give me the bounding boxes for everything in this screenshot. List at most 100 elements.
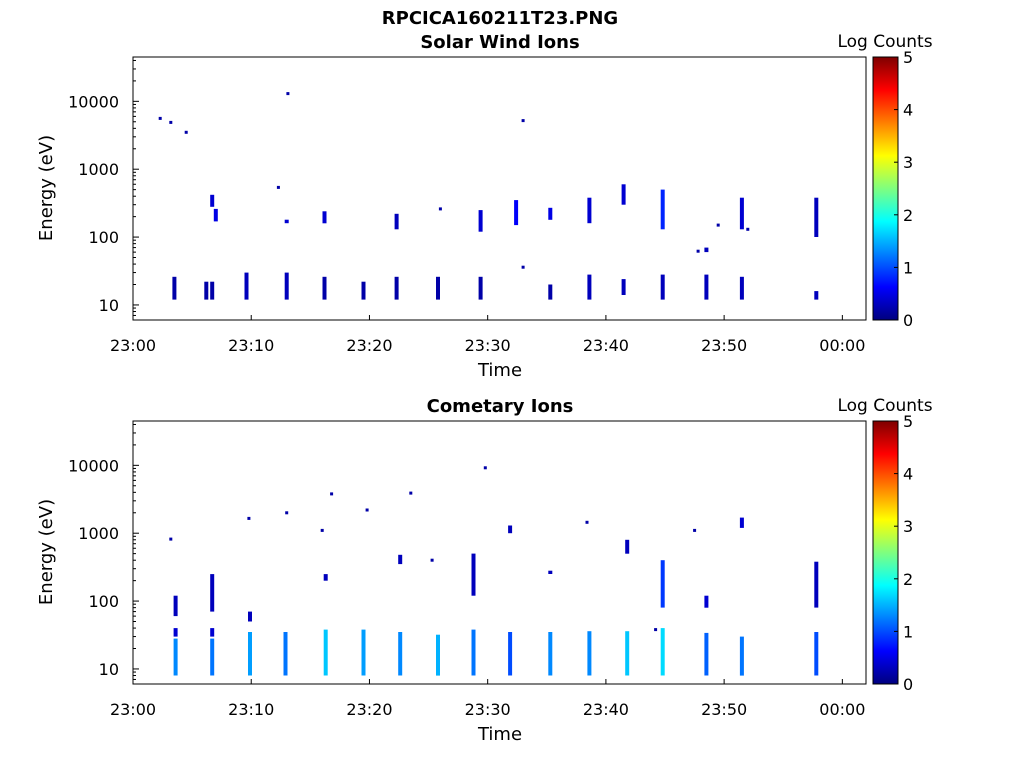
y-tick-label: 1000 bbox=[78, 160, 119, 179]
spectrogram-cell bbox=[508, 525, 513, 534]
plot-area bbox=[132, 56, 867, 321]
spectrogram-cell bbox=[508, 632, 513, 676]
spectrogram-cell bbox=[248, 632, 252, 676]
spectrogram-cell bbox=[660, 628, 665, 676]
spectrogram-cell bbox=[704, 247, 709, 253]
x-tick-label: 23:10 bbox=[228, 336, 274, 355]
x-tick-label: 23:30 bbox=[465, 336, 511, 355]
x-tick-label: 23:20 bbox=[346, 700, 392, 719]
spectrogram-point bbox=[247, 516, 251, 520]
spectrogram-point bbox=[438, 207, 442, 211]
spectrogram-cell bbox=[739, 197, 744, 230]
colorbar-tick-label: 4 bbox=[903, 465, 913, 484]
x-tick-label: 23:00 bbox=[110, 336, 156, 355]
spectrogram-cell bbox=[478, 276, 483, 300]
spectrogram-cell bbox=[660, 274, 665, 300]
colorbar-tick-label: 4 bbox=[903, 101, 913, 120]
spectrogram-cell bbox=[704, 274, 709, 300]
spectrogram-cell bbox=[660, 189, 665, 230]
spectrogram-cell bbox=[436, 634, 440, 676]
spectrogram-cell bbox=[739, 636, 744, 676]
spectrogram-data bbox=[169, 466, 819, 676]
spectrogram-cell bbox=[814, 561, 819, 608]
spectrogram-point bbox=[430, 558, 434, 562]
colorbar-tick-label: 2 bbox=[903, 206, 913, 225]
panel-title: Solar Wind Ions bbox=[420, 32, 579, 53]
spectrogram-cell bbox=[283, 632, 288, 676]
spectrogram-point bbox=[716, 223, 720, 227]
colorbar bbox=[872, 56, 899, 321]
colorbar bbox=[872, 420, 899, 685]
y-tick-label: 10 bbox=[99, 296, 119, 315]
x-tick-label: 23:40 bbox=[583, 700, 629, 719]
spectrogram-cell bbox=[548, 284, 553, 300]
spectrogram-cell bbox=[210, 281, 215, 300]
spectrogram-cell bbox=[514, 200, 519, 226]
plot-area bbox=[132, 420, 867, 685]
solar-wind-ions-panel: Solar Wind Ions 23:00 23:10 23:20 23:30 23:4… bbox=[36, 32, 933, 381]
spectrogram-cell bbox=[204, 281, 209, 300]
spectrogram-cell bbox=[660, 560, 665, 608]
spectrogram-cell bbox=[739, 517, 744, 528]
spectrogram-cell bbox=[625, 539, 630, 554]
y-tick-label: 100 bbox=[88, 592, 119, 611]
spectrogram-cell bbox=[814, 291, 819, 300]
y-axis-label: Energy (eV) bbox=[36, 499, 57, 605]
spectrogram-cell bbox=[322, 211, 327, 224]
spectrogram-cell bbox=[210, 628, 215, 637]
spectrogram-point bbox=[330, 492, 334, 496]
colorbar-tick-label: 5 bbox=[903, 48, 913, 67]
colorbar-tick-label: 5 bbox=[903, 412, 913, 431]
spectrogram-cell bbox=[814, 197, 819, 237]
spectrogram-cell bbox=[361, 629, 366, 676]
spectrogram-cell bbox=[284, 219, 289, 224]
spectrogram-point bbox=[169, 537, 173, 541]
x-axis-ticks: 23:00 23:10 23:20 23:30 23:40 23:50 00:00 bbox=[110, 679, 865, 719]
x-tick-label: 00:00 bbox=[819, 700, 865, 719]
spectrogram-cell bbox=[172, 276, 177, 300]
x-tick-label: 23:40 bbox=[583, 336, 629, 355]
spectrogram-point bbox=[696, 249, 700, 253]
y-axis-ticks: 10 100 1000 10000 bbox=[68, 423, 139, 685]
colorbar-tick-label: 0 bbox=[903, 311, 913, 330]
y-tick-label: 1000 bbox=[78, 524, 119, 543]
spectrogram-cell bbox=[704, 595, 709, 608]
spectrogram-cell bbox=[621, 184, 626, 205]
spectrogram-cell bbox=[621, 279, 626, 295]
x-tick-label: 23:50 bbox=[701, 336, 747, 355]
spectrogram-point bbox=[365, 508, 369, 512]
spectrogram-point bbox=[521, 119, 525, 123]
spectrogram-cell bbox=[323, 574, 328, 581]
x-tick-label: 23:50 bbox=[701, 700, 747, 719]
colorbar-label: Log Counts bbox=[837, 396, 932, 416]
spectrogram-cell bbox=[471, 553, 476, 596]
spectrogram-cell bbox=[478, 210, 483, 232]
spectrogram-cell bbox=[548, 207, 553, 220]
colorbar-ticks: 0 1 2 3 4 5 bbox=[894, 412, 913, 694]
y-axis-label: Energy (eV) bbox=[36, 135, 57, 241]
colorbar-label: Log Counts bbox=[837, 32, 932, 52]
x-tick-label: 23:10 bbox=[228, 700, 274, 719]
spectrogram-point bbox=[654, 628, 658, 632]
spectrogram-cell bbox=[739, 276, 744, 300]
y-tick-label: 100 bbox=[88, 228, 119, 247]
spectrogram-point bbox=[184, 130, 188, 134]
spectrogram-point bbox=[521, 265, 525, 269]
spectrogram-point bbox=[285, 511, 289, 515]
y-tick-label: 10000 bbox=[68, 92, 119, 111]
spectrogram-cell bbox=[398, 554, 403, 565]
colorbar-ticks: 0 1 2 3 4 5 bbox=[894, 48, 913, 330]
spectrogram-cell bbox=[625, 631, 630, 676]
y-tick-label: 10000 bbox=[68, 456, 119, 475]
colorbar-tick-label: 1 bbox=[903, 258, 913, 277]
spectrogram-cell bbox=[284, 272, 289, 300]
spectrogram-cell bbox=[323, 629, 328, 676]
x-tick-label: 00:00 bbox=[819, 336, 865, 355]
y-axis-ticks: 10 100 1000 10000 bbox=[68, 59, 139, 321]
spectrogram-cell bbox=[471, 629, 476, 676]
spectrogram-cell bbox=[436, 276, 440, 300]
x-tick-label: 23:20 bbox=[346, 336, 392, 355]
spectrogram-cell bbox=[322, 276, 327, 300]
spectrogram-cell bbox=[244, 272, 249, 300]
spectrogram-point bbox=[746, 227, 750, 231]
